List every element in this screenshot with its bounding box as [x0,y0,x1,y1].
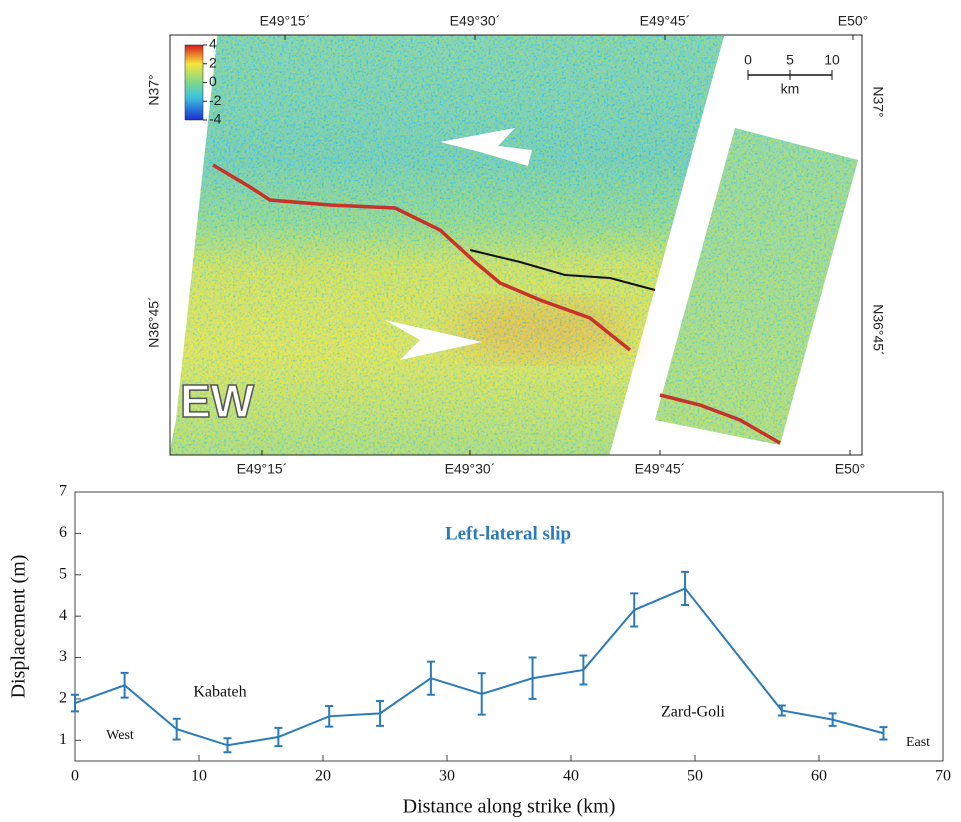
y-tick-label: 7 [59,483,67,500]
colorbar-label: -4 [209,111,222,127]
arrow-left [440,128,532,166]
y-tick-label: 5 [59,565,67,582]
error-bar [630,592,639,628]
error-bar [120,671,129,699]
map-frame [169,34,863,456]
slip-line [74,587,884,747]
lon-label: E49°15´ [260,13,311,29]
error-bar [879,726,888,741]
annotation: East [906,735,930,750]
annotation: Kabateh [193,684,246,701]
speckle [170,35,724,455]
lat-label: N36°45´ [870,304,886,356]
speckle [655,128,858,445]
annotation: West [106,728,134,743]
error-bar [172,717,181,741]
lon-label: E49°45´ [640,13,691,29]
arrow-right [385,320,482,360]
y-tick-label: 2 [59,690,67,707]
y-tick-label: 4 [59,607,67,624]
fault-trace [212,163,632,352]
error-bar [828,712,837,727]
lat-label: N37° [146,74,162,105]
lon-label: E50° [838,13,869,29]
x-tick-label: 60 [811,768,827,785]
y-tick-label: 6 [59,524,67,541]
error-bar [477,672,486,716]
lat-label: N36°45´ [146,296,162,348]
error-bar [579,654,588,686]
insar-map: EW km E49°15´ E49°30´ E49°45´ E50° E49°15´ E4… [146,13,887,477]
x-tick-label: 70 [935,768,951,785]
lat-label: N37° [870,86,886,117]
error-bar [777,704,786,717]
lon-label: E50° [835,461,866,477]
map-image [170,35,858,455]
error-bar [681,570,690,606]
x-tick-label: 40 [563,768,579,785]
x-tick-label: 50 [687,768,703,785]
fault-trace [659,393,781,445]
scale-unit: km [781,81,800,97]
plot-frame [74,491,944,762]
colorbar-label: 2 [209,54,217,70]
error-bar [528,656,537,700]
x-tick-label: 10 [191,768,207,785]
component-label: EW [180,375,255,427]
y-tick-label: 1 [59,731,67,748]
error-bar [426,660,435,696]
error-bar [325,704,334,728]
y-tick-label: 3 [59,648,67,665]
error-bar [71,693,79,713]
error-bar [376,699,385,727]
lon-label: E49°30´ [445,461,496,477]
colorbar [184,44,204,121]
colorbar-label: -2 [209,92,222,108]
lon-label: E49°45´ [635,461,686,477]
scale-label: 10 [824,52,840,68]
x-tick-label: 0 [71,768,79,785]
fault-segment [469,249,656,291]
x-tick-label: 20 [315,768,331,785]
x-axis-label: Distance along strike (km) [403,796,616,818]
scale-label: 5 [786,52,794,68]
colorbar-label: 4 [209,36,217,52]
scale-label: 0 [744,52,752,68]
lon-label: E49°15´ [237,461,288,477]
error-bar [274,726,283,748]
chart-title: Left-lateral slip [445,523,571,544]
x-tick-label: 30 [439,768,455,785]
colorbar-label: 0 [209,73,217,89]
lon-label: E49°30´ [450,13,501,29]
slip-chart: 0 10 20 30 40 50 60 70 1 2 3 4 5 6 7 Distance along str… [8,483,951,818]
error-bar [223,737,232,754]
y-axis-label: Displacement (m) [8,555,30,699]
annotation: Zard-Goli [661,704,726,721]
